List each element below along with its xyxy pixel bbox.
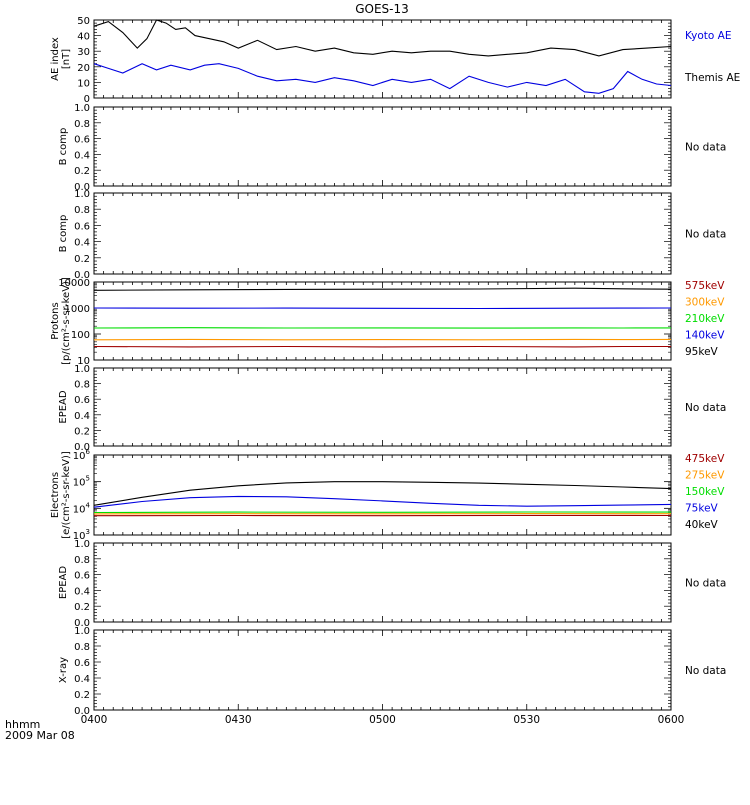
y-tick-label: 100 [71, 330, 90, 341]
y-tick-label: 0.2 [74, 426, 90, 437]
y-axis-label: AE index [50, 37, 61, 81]
y-tick-label: 1.0 [74, 189, 90, 200]
no-data-label: No data [685, 578, 726, 590]
y-tick-label: 0.6 [74, 135, 90, 146]
y-axis-label: [nT] [61, 49, 72, 69]
legend-entry: 150keV [685, 486, 725, 498]
y-axis-label: EPEAD [58, 566, 69, 600]
no-data-label: No data [685, 665, 726, 677]
series-line [94, 288, 671, 290]
y-tick-label: 0.4 [74, 150, 90, 161]
y-axis-label: Protons [50, 302, 61, 339]
legend-entry: 210keV [685, 313, 725, 325]
y-tick-label: 0.4 [74, 674, 90, 685]
y-tick-label: 0.6 [74, 571, 90, 582]
legend-entry: 75keV [685, 503, 719, 515]
panel-frame [94, 543, 671, 622]
no-data-label: No data [685, 402, 726, 414]
page-title: GOES-13 [355, 2, 409, 16]
y-tick-label: 0.2 [74, 690, 90, 701]
panel-frame [94, 20, 671, 98]
panel-frame [94, 630, 671, 710]
legend-entry: 40keV [685, 519, 719, 531]
legend-entry: 475keV [685, 453, 725, 465]
y-tick-label: 106 [73, 448, 91, 462]
series-line [94, 64, 671, 94]
series-line [94, 512, 671, 513]
x-tick-label: 0430 [225, 714, 252, 726]
y-tick-label: 0.6 [74, 658, 90, 669]
legend-entry: 275keV [685, 470, 725, 482]
series-line [94, 308, 671, 309]
y-tick-label: 0.4 [74, 586, 90, 597]
y-tick-label: 1.0 [74, 539, 90, 550]
y-axis-label: [e/(cm²-s-sr-keV)] [61, 451, 72, 539]
panel-frame [94, 107, 671, 186]
legend-entry: 95keV [685, 346, 719, 358]
y-axis-label: B comp [58, 128, 69, 166]
series-line [94, 496, 671, 507]
panel-frame [94, 282, 671, 360]
y-tick-label: 0.8 [74, 380, 90, 391]
y-tick-label: 0.2 [74, 602, 90, 613]
y-tick-label: 0.4 [74, 411, 90, 422]
legend-entry: 300keV [685, 297, 725, 309]
legend-entry: Themis AE [684, 72, 740, 84]
y-axis-label: X-ray [58, 657, 69, 683]
y-tick-label: 1.0 [74, 626, 90, 637]
y-axis-label: B comp [58, 215, 69, 253]
x-tick-label: 0400 [81, 714, 108, 726]
panel-frame [94, 455, 671, 535]
y-tick-label: 104 [73, 501, 91, 515]
y-tick-label: 0.8 [74, 555, 90, 566]
legend-entry: 140keV [685, 330, 725, 342]
y-tick-label: 0.8 [74, 119, 90, 130]
y-tick-label: 0.2 [74, 254, 90, 265]
y-tick-label: 40 [77, 32, 90, 43]
y-tick-label: 0.8 [74, 205, 90, 216]
y-tick-label: 1.0 [74, 103, 90, 114]
no-data-label: No data [685, 229, 726, 241]
y-tick-label: 0.4 [74, 238, 90, 249]
panel-frame [94, 193, 671, 274]
y-tick-label: 0.8 [74, 642, 90, 653]
y-tick-label: 0.6 [74, 221, 90, 232]
y-tick-label: 105 [73, 475, 90, 489]
y-axis-label: EPEAD [58, 390, 69, 424]
series-line [94, 482, 671, 506]
panel-6: 103104105106Electrons[e/(cm²-s-sr-keV)]4… [50, 448, 725, 542]
y-tick-label: 0.2 [74, 166, 90, 177]
panel-4: 10100100010000Protons[p/(cm²-s-sr-keV)]5… [50, 277, 725, 367]
panel-frame [94, 368, 671, 446]
y-tick-label: 0.6 [74, 395, 90, 406]
y-tick-label: 1.0 [74, 364, 90, 375]
x-tick-label: 0500 [369, 714, 396, 726]
x-tick-label: 0530 [513, 714, 540, 726]
date-label: 2009 Mar 08 [5, 729, 75, 742]
y-axis-label: [p/(cm²-s-sr-keV)] [61, 277, 72, 365]
y-axis-label: Electrons [50, 472, 61, 518]
legend-entry: Kyoto AE [685, 30, 731, 42]
no-data-label: No data [685, 142, 726, 154]
y-tick-label: 10 [77, 78, 90, 89]
x-tick-label: 0600 [658, 714, 685, 726]
y-tick-label: 50 [77, 16, 90, 27]
y-tick-label: 30 [77, 47, 90, 58]
legend-entry: 575keV [685, 280, 725, 292]
y-tick-label: 20 [77, 63, 90, 74]
